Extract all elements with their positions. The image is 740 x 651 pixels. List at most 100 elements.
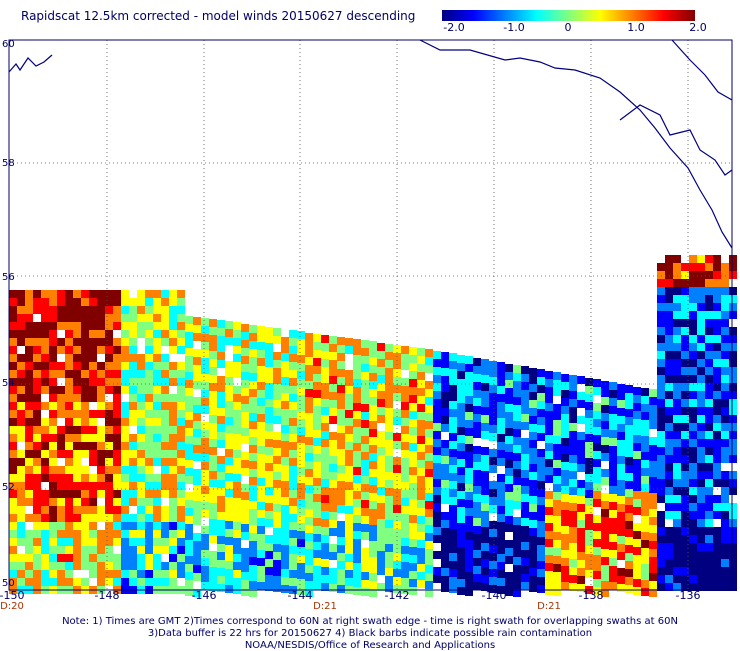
swath-cell — [545, 467, 553, 475]
swath-cell — [657, 319, 665, 327]
swath-cell — [417, 532, 425, 540]
swath-cell — [97, 402, 105, 410]
swath-cell — [465, 412, 473, 420]
swath-cell — [201, 374, 209, 382]
swath-cell — [297, 379, 305, 387]
swath-cell — [441, 464, 449, 472]
swath-cell — [401, 426, 409, 434]
swath-cell — [137, 434, 145, 442]
swath-cell — [625, 457, 633, 465]
swath-cell — [689, 575, 697, 583]
swath-cell — [561, 502, 569, 510]
swath-cell — [153, 570, 161, 578]
swath-cell — [113, 306, 121, 314]
swath-cell — [129, 458, 137, 466]
swath-cell — [241, 588, 249, 596]
swath-cell — [489, 577, 497, 585]
swath-cell — [201, 550, 209, 558]
swath-cell — [73, 538, 81, 546]
swath-cell — [705, 535, 713, 543]
swath-cell — [593, 547, 601, 555]
swath-cell — [713, 383, 721, 391]
swath-cell — [497, 474, 505, 482]
swath-cell — [297, 491, 305, 499]
swath-cell — [73, 426, 81, 434]
swath-cell — [665, 431, 673, 439]
swath-cell — [689, 263, 697, 271]
swath-cell — [121, 546, 129, 554]
swath-cell — [105, 506, 113, 514]
swath-cell — [609, 550, 617, 558]
swath-cell — [9, 442, 17, 450]
swath-cell — [681, 519, 689, 527]
swath-cell — [89, 314, 97, 322]
swath-cell — [505, 420, 513, 428]
swath-cell — [81, 330, 89, 338]
swath-cell — [529, 408, 537, 416]
swath-cell — [33, 362, 41, 370]
swath-cell — [481, 367, 489, 375]
swath-cell — [641, 476, 649, 484]
swath-cell — [241, 500, 249, 508]
swath-cell — [361, 516, 369, 524]
swath-cell — [337, 361, 345, 369]
swath-cell — [145, 418, 153, 426]
swath-cell — [257, 478, 265, 486]
swath-cell — [721, 519, 729, 527]
swath-cell — [385, 536, 393, 544]
swath-cell — [545, 563, 553, 571]
swath-cell — [369, 581, 377, 589]
longitude-label: -148 — [94, 589, 120, 602]
swath-cell — [473, 366, 481, 374]
swath-cell — [529, 560, 537, 568]
swath-cell — [129, 362, 137, 370]
swath-cell — [377, 511, 385, 519]
swath-cell — [273, 544, 281, 552]
swath-cell — [225, 513, 233, 521]
swath-cell — [409, 523, 417, 531]
swath-cell — [657, 287, 665, 295]
swath-cell — [113, 442, 121, 450]
swath-cell — [305, 477, 313, 485]
swath-cell — [385, 440, 393, 448]
swath-cell — [153, 482, 161, 490]
swath-cell — [81, 426, 89, 434]
swath-cell — [529, 528, 537, 536]
swath-cell — [409, 555, 417, 563]
swath-cell — [649, 453, 657, 461]
swath-cell — [673, 255, 681, 263]
swath-cell — [129, 474, 137, 482]
swath-cell — [105, 370, 113, 378]
swath-cell — [33, 330, 41, 338]
swath-cell — [217, 512, 225, 520]
swath-cell — [649, 589, 657, 597]
colorbar — [442, 10, 695, 21]
swath-cell — [521, 406, 529, 414]
swath-cell — [249, 573, 257, 581]
swath-cell — [585, 466, 593, 474]
swath-cell — [689, 447, 697, 455]
swath-cell — [73, 554, 81, 562]
swath-cell — [169, 298, 177, 306]
swath-cell — [33, 426, 41, 434]
swath-cell — [657, 295, 665, 303]
swath-cell — [201, 526, 209, 534]
swath-cell — [81, 314, 89, 322]
swath-cell — [497, 402, 505, 410]
swath-cell — [641, 532, 649, 540]
swath-cell — [425, 589, 433, 597]
swath-cell — [193, 509, 201, 517]
swath-cell — [321, 455, 329, 463]
swath-cell — [233, 354, 241, 362]
swath-cell — [625, 385, 633, 393]
swath-cell — [129, 378, 137, 386]
swath-cell — [97, 458, 105, 466]
swath-cell — [529, 456, 537, 464]
swath-cell — [209, 447, 217, 455]
swath-cell — [281, 417, 289, 425]
swath-cell — [161, 530, 169, 538]
swath-cell — [545, 459, 553, 467]
swath-cell — [329, 504, 337, 512]
swath-cell — [513, 389, 521, 397]
swath-cell — [345, 402, 353, 410]
